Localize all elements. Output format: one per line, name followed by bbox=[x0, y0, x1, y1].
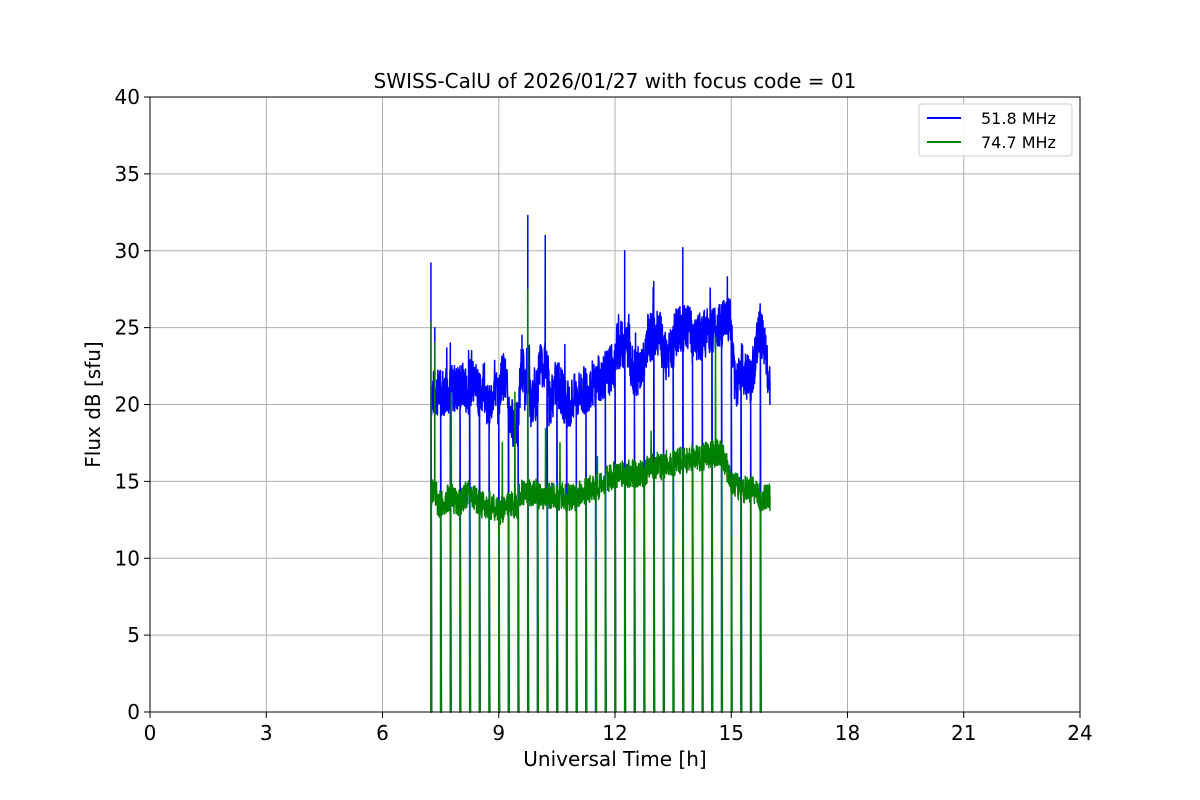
x-tick-label: 12 bbox=[602, 721, 627, 745]
x-axis-label: Universal Time [h] bbox=[523, 747, 706, 771]
x-tick-label: 15 bbox=[719, 721, 744, 745]
y-tick-label: 30 bbox=[115, 239, 140, 263]
axis-ticks: 0 3 6 9 12 15 18 21 24 0 5 10 15 20 25 30 35 40 bbox=[115, 85, 1093, 745]
x-tick-label: 24 bbox=[1067, 721, 1092, 745]
series-line-1 bbox=[430, 214, 771, 713]
x-tick-label: 3 bbox=[260, 721, 273, 745]
y-axis-label: Flux dB [sfu] bbox=[81, 341, 105, 467]
y-tick-label: 40 bbox=[115, 85, 140, 109]
legend: 51.8 MHz 74.7 MHz bbox=[918, 103, 1073, 157]
x-tick-label: 21 bbox=[951, 721, 976, 745]
x-tick-label: 6 bbox=[376, 721, 389, 745]
legend-label-2: 74.7 MHz bbox=[981, 133, 1056, 152]
series-line-2 bbox=[430, 288, 771, 713]
x-tick-label: 9 bbox=[492, 721, 505, 745]
legend-label-1: 51.8 MHz bbox=[981, 109, 1056, 128]
chart-title: SWISS-CalU of 2026/01/27 with focus code… bbox=[374, 69, 857, 93]
y-tick-label: 20 bbox=[115, 393, 140, 417]
y-tick-label: 15 bbox=[115, 469, 140, 493]
y-tick-label: 25 bbox=[115, 316, 140, 340]
x-tick-label: 0 bbox=[144, 721, 157, 745]
y-tick-label: 35 bbox=[115, 162, 140, 186]
y-tick-label: 5 bbox=[127, 623, 140, 647]
y-tick-label: 0 bbox=[127, 700, 140, 724]
series-layer bbox=[430, 214, 771, 713]
y-tick-label: 10 bbox=[115, 546, 140, 570]
x-tick-label: 18 bbox=[835, 721, 860, 745]
